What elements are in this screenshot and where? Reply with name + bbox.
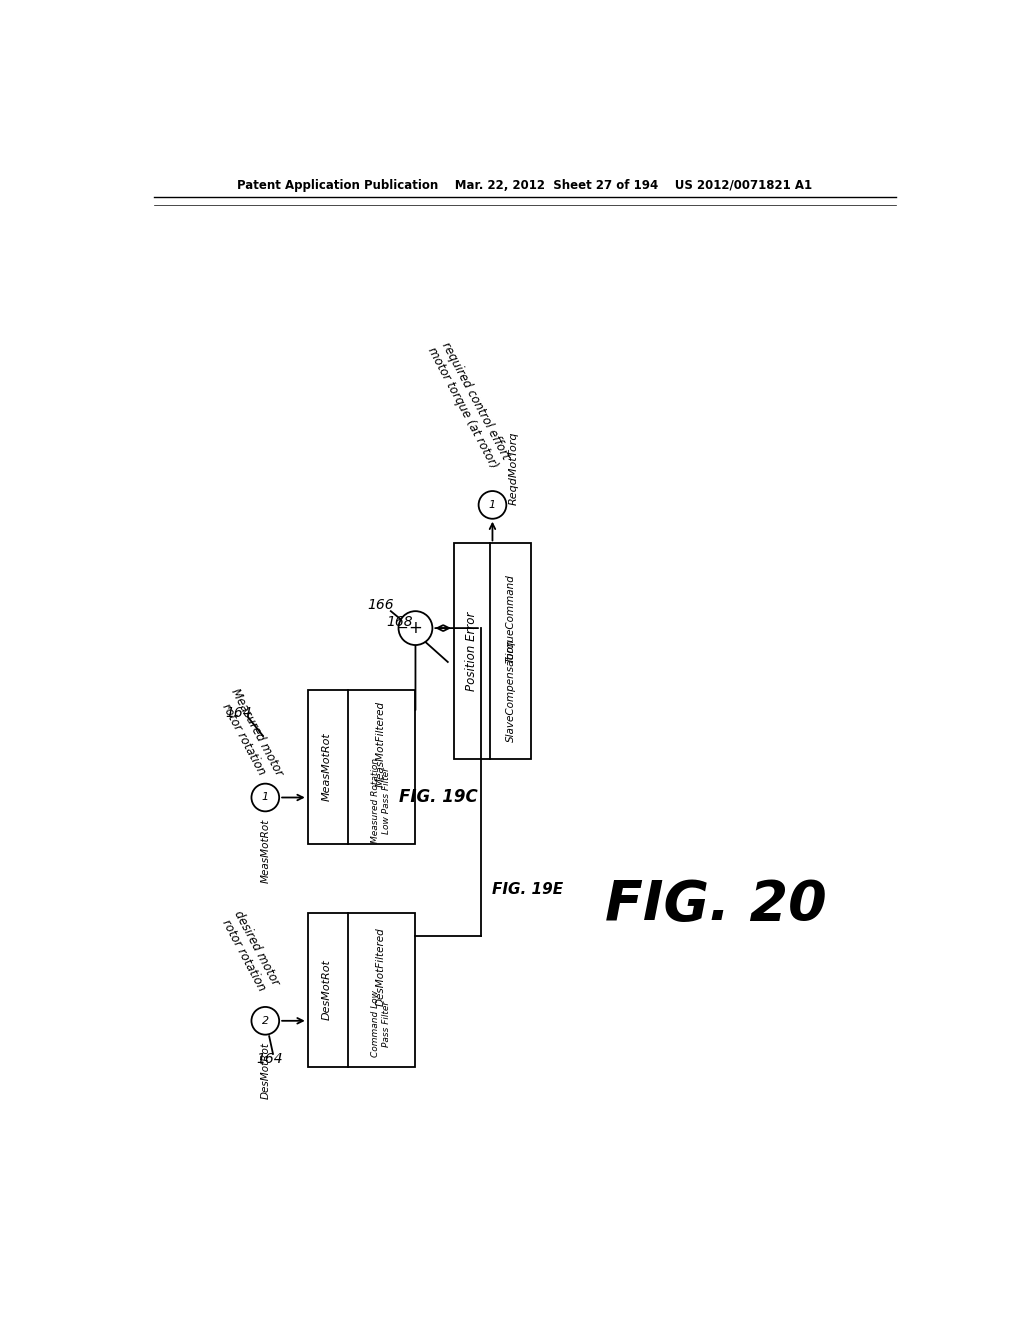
Circle shape [252,1007,280,1035]
Text: MeasMotRot: MeasMotRot [323,733,332,801]
Text: TorqueCommand: TorqueCommand [506,574,516,663]
Bar [307,689,416,843]
Text: Measured Rotation
Low Pass Filter: Measured Rotation Low Pass Filter [372,758,391,843]
Text: ReqdMotTorq: ReqdMotTorq [509,432,519,506]
Bar [307,913,416,1067]
Circle shape [252,784,280,812]
Circle shape [398,611,432,645]
Text: 164: 164 [256,1052,283,1067]
Text: required control effort
motor torque (at rotor): required control effort motor torque (at… [425,338,514,471]
Text: MeasMotRot: MeasMotRot [260,818,270,883]
Text: 1: 1 [488,500,496,510]
Circle shape [478,491,506,519]
Text: desired motor
rotor rotation: desired motor rotor rotation [218,908,282,995]
Text: SlaveCompensation: SlaveCompensation [506,639,516,742]
Text: −: − [396,622,409,635]
Text: DesMotRot: DesMotRot [260,1043,270,1100]
Text: 164: 164 [225,706,252,719]
Text: 168: 168 [387,615,414,628]
Text: FIG. 19E: FIG. 19E [493,882,563,898]
Text: FIG. 20: FIG. 20 [605,878,826,932]
Text: +: + [409,619,422,638]
Text: 2: 2 [262,1016,269,1026]
Text: Command Low
Pass Filter: Command Low Pass Filter [372,990,391,1057]
Text: 1: 1 [262,792,269,803]
Text: Position Error: Position Error [465,611,478,690]
Text: DesMotRot: DesMotRot [323,960,332,1020]
Bar [454,544,531,759]
Text: DesMotFiltered: DesMotFiltered [376,928,386,1006]
Text: MeasMotFiltered: MeasMotFiltered [376,701,386,787]
Text: FIG. 19C: FIG. 19C [399,788,478,807]
Text: 166: 166 [368,598,394,612]
Text: Patent Application Publication    Mar. 22, 2012  Sheet 27 of 194    US 2012/0071: Patent Application Publication Mar. 22, … [238,178,812,191]
Text: Measured motor
rotor rotation: Measured motor rotor rotation [215,686,285,785]
